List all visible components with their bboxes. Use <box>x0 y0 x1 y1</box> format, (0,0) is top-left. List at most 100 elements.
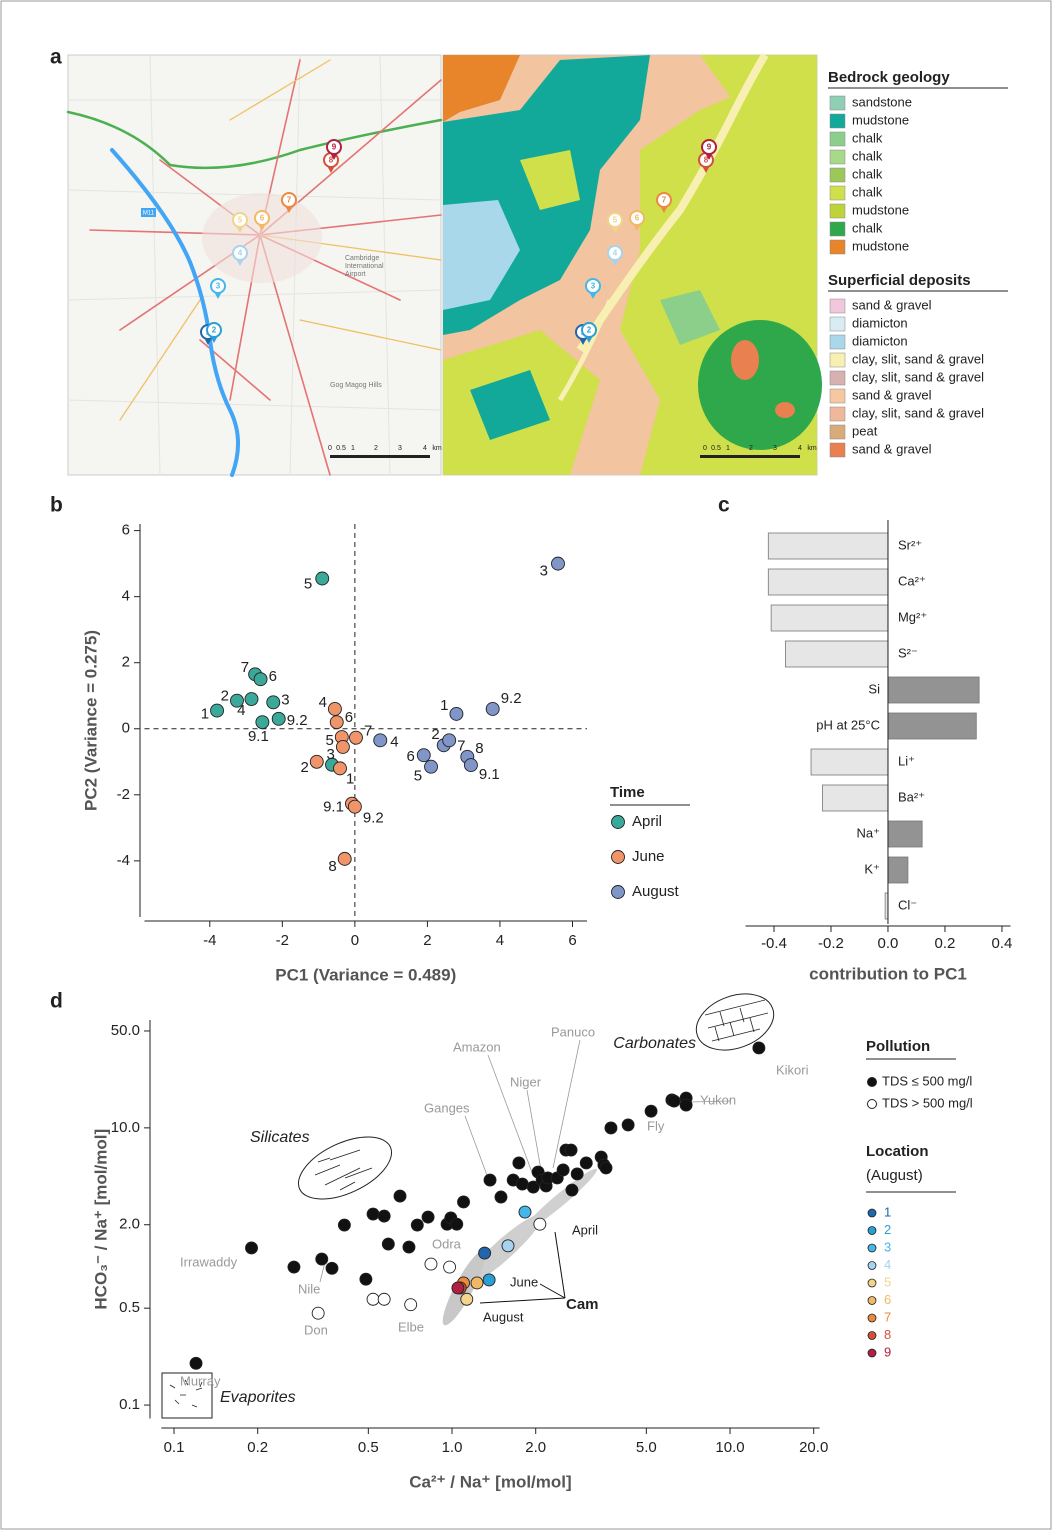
data-point <box>403 1241 415 1253</box>
legend-label: 4 <box>884 1257 891 1272</box>
legend-swatch <box>830 222 845 236</box>
data-point <box>256 716 269 729</box>
y-tick-label: -2 <box>117 786 130 803</box>
map-marker-label: 2 <box>587 326 592 335</box>
data-point <box>336 740 349 753</box>
panel-label: c <box>718 494 730 517</box>
point-label: 6 <box>269 668 277 685</box>
legend-marker <box>868 1349 876 1357</box>
legend-swatch <box>830 96 845 110</box>
river-label: Amazon <box>453 1039 501 1054</box>
legend-label: 6 <box>884 1292 891 1307</box>
river-label: Panuco <box>551 1024 595 1039</box>
data-point <box>557 1164 569 1176</box>
data-point <box>483 1274 495 1286</box>
legend-marker <box>612 851 625 864</box>
category-label: Si <box>868 681 880 696</box>
scale-label: 1 <box>351 445 355 452</box>
panel-label: b <box>50 494 63 517</box>
data-point <box>451 1218 463 1230</box>
point-label: 2 <box>431 726 439 743</box>
river-label: Irrawaddy <box>180 1254 238 1269</box>
river-label: Nile <box>298 1281 320 1296</box>
legend-swatch <box>830 443 845 457</box>
legend-swatch <box>830 371 845 385</box>
data-point <box>417 749 430 762</box>
category-label: Li⁺ <box>898 753 915 768</box>
legend-swatch <box>830 186 845 200</box>
legend-label: mudstone <box>852 238 909 253</box>
data-point <box>312 1307 324 1319</box>
map-marker-label: 9 <box>332 143 337 152</box>
data-point <box>330 716 343 729</box>
cam-period-label: April <box>572 1222 598 1237</box>
legend-swatch <box>830 317 845 331</box>
data-point <box>378 1293 390 1305</box>
data-point <box>484 1174 496 1186</box>
legend-swatch <box>830 132 845 146</box>
data-point <box>211 704 224 717</box>
data-point <box>316 572 329 585</box>
cam-period-label: June <box>510 1274 538 1289</box>
legend-marker <box>868 1314 876 1322</box>
legend-label: April <box>632 813 662 830</box>
point-label: 9.2 <box>287 712 308 729</box>
map-marker-label: 3 <box>216 282 221 291</box>
x-tick-label: 0.4 <box>992 935 1013 952</box>
data-point <box>600 1162 612 1174</box>
data-point <box>458 1196 470 1208</box>
data-point <box>519 1206 531 1218</box>
data-point <box>580 1157 592 1169</box>
legend-label: peat <box>852 423 878 438</box>
data-point <box>411 1219 423 1231</box>
data-point <box>479 1247 491 1259</box>
road-map: Cambridge International Airport Gog Mago… <box>68 55 441 475</box>
map-marker-label: 4 <box>238 249 243 258</box>
legend-swatch <box>830 425 845 439</box>
legend-label: 8 <box>884 1327 891 1342</box>
legend-swatch <box>830 150 845 164</box>
legend-swatch <box>830 114 845 128</box>
y-tick-label: 0.5 <box>119 1299 140 1316</box>
bar <box>768 569 888 595</box>
map-marker-label: 2 <box>212 326 217 335</box>
legend-marker <box>612 816 625 829</box>
data-point <box>495 1191 507 1203</box>
category-label: K⁺ <box>864 861 880 876</box>
data-point <box>566 1184 578 1196</box>
x-tick-label: 0.1 <box>164 1439 185 1456</box>
point-label: 5 <box>414 768 422 785</box>
point-label: 8 <box>328 858 336 875</box>
y-tick-label: -4 <box>117 852 130 869</box>
legend-label: diamicton <box>852 333 908 348</box>
legend-label: August <box>632 883 680 900</box>
legend-label: 5 <box>884 1274 891 1289</box>
legend-label: mudstone <box>852 202 909 217</box>
river-label: Niger <box>510 1074 542 1089</box>
point-label: 1 <box>346 770 354 787</box>
legend-label: chalk <box>852 184 883 199</box>
legend-label: 2 <box>884 1222 891 1237</box>
data-point <box>374 734 387 747</box>
legend-title: (August) <box>866 1167 923 1184</box>
legend-marker <box>868 1297 876 1305</box>
data-point <box>605 1122 617 1134</box>
legend-swatch <box>830 240 845 254</box>
data-point <box>680 1099 692 1111</box>
category-label: S²⁻ <box>898 645 918 660</box>
y-axis-title: HCO₃⁻ / Na⁺ [mol/mol] <box>91 1129 110 1310</box>
data-point <box>753 1042 765 1054</box>
bar <box>888 857 908 883</box>
point-label: 2 <box>300 759 308 776</box>
point-label: 7 <box>241 659 249 676</box>
data-point <box>190 1357 202 1369</box>
y-tick-label: 6 <box>122 522 130 539</box>
data-point <box>246 1242 258 1254</box>
category-label: Mg²⁺ <box>898 609 927 624</box>
legend-label: mudstone <box>852 112 909 127</box>
scale-label: 4 <box>423 445 427 452</box>
panel-label: a <box>50 46 62 69</box>
category-label: Sr²⁺ <box>898 537 922 552</box>
scale-label: 2 <box>749 445 753 452</box>
data-point <box>326 1262 338 1274</box>
